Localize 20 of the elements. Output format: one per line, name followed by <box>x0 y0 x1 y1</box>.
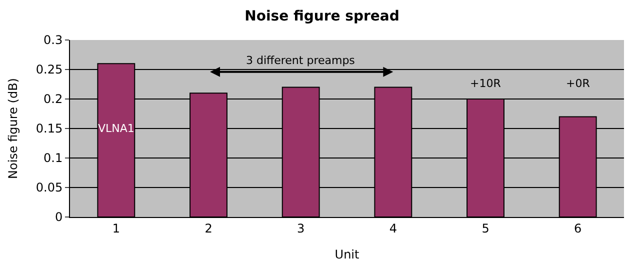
x-tick-label: 4 <box>389 221 397 236</box>
y-tick-label: 0.25 <box>36 62 63 77</box>
annotation: VLNA1 <box>98 122 134 135</box>
y-tick-label: 0.05 <box>36 180 63 195</box>
y-tick-label: 0.15 <box>36 122 63 136</box>
y-tick-label: 0.2 <box>44 92 63 106</box>
x-tick-label: 3 <box>297 221 305 236</box>
y-axis-title: Noise figure (dB) <box>6 78 20 179</box>
annotation: +10R <box>470 77 502 90</box>
y-tick-label: 0.1 <box>44 151 63 166</box>
annotation: +0R <box>566 77 590 90</box>
y-tick-label: 0 <box>54 210 63 224</box>
annotation: 3 different preamps <box>246 54 356 67</box>
x-tick-label: 5 <box>482 221 490 236</box>
x-tick-label: 1 <box>112 221 120 236</box>
x-tick-label: 6 <box>574 221 582 236</box>
y-tick-label: 0.3 <box>44 33 63 48</box>
chart-title: Noise figure spread <box>244 8 400 25</box>
x-axis-title: Unit <box>334 247 360 262</box>
x-tick-label: 2 <box>204 221 212 236</box>
